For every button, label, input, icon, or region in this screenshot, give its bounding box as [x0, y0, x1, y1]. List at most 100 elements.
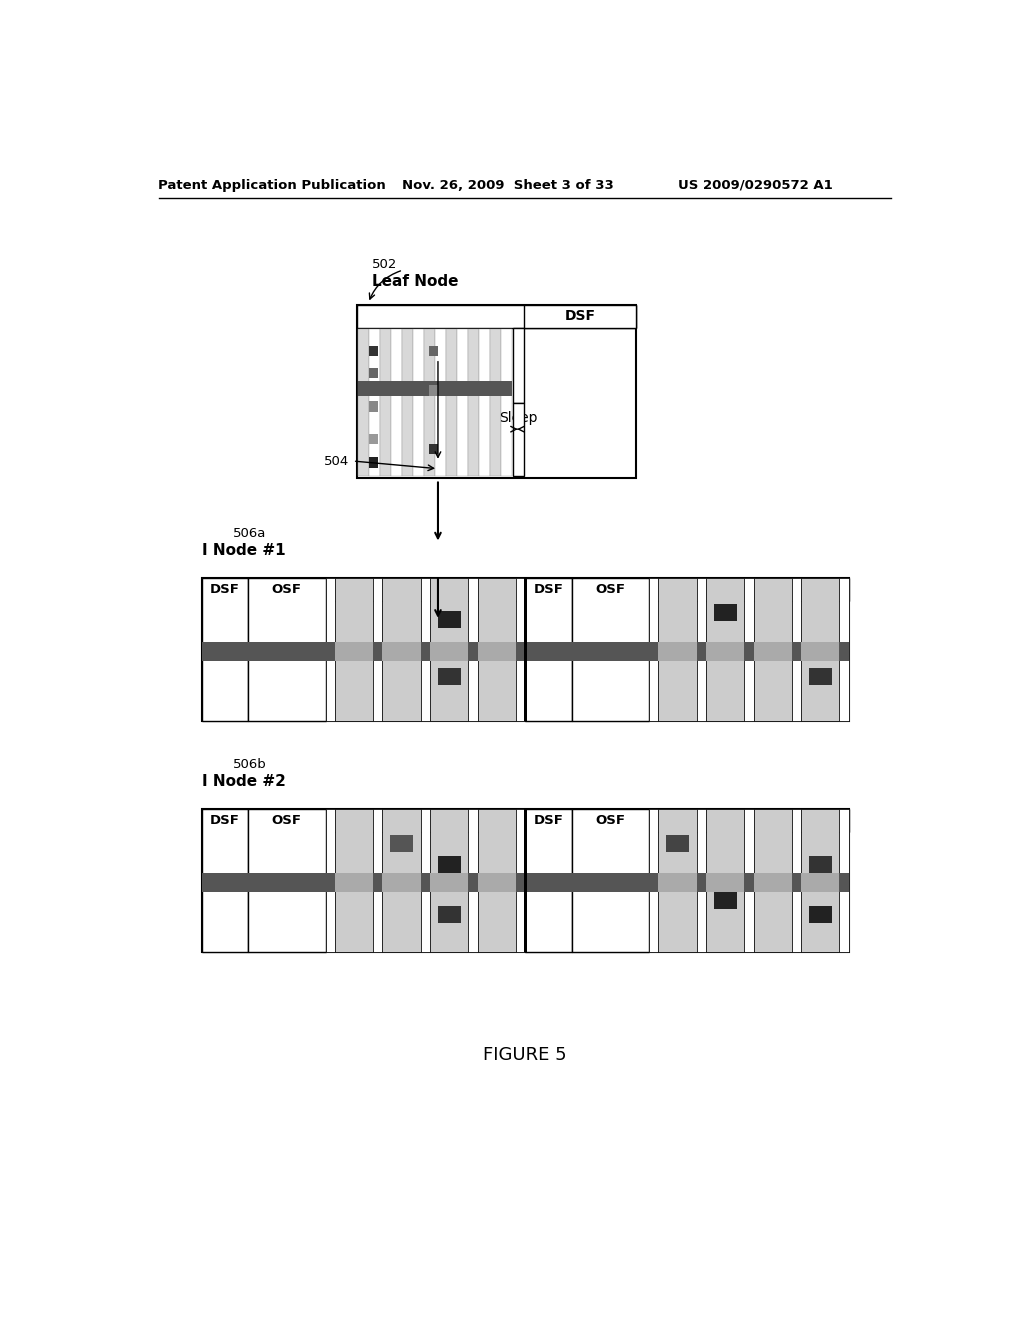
- Text: OSF: OSF: [595, 814, 626, 828]
- Text: 506b: 506b: [232, 758, 266, 771]
- Bar: [667, 834, 689, 851]
- Bar: [335, 578, 373, 721]
- Bar: [809, 668, 831, 685]
- Text: Sleep: Sleep: [500, 412, 538, 425]
- Bar: [358, 380, 512, 396]
- Bar: [435, 330, 445, 477]
- Bar: [477, 642, 516, 661]
- Bar: [437, 611, 461, 628]
- Text: 506a: 506a: [232, 527, 266, 540]
- Bar: [437, 668, 461, 685]
- Bar: [413, 330, 424, 477]
- Text: Leaf Node: Leaf Node: [372, 275, 459, 289]
- Bar: [383, 809, 421, 952]
- Bar: [391, 330, 402, 477]
- Bar: [326, 809, 335, 952]
- Bar: [369, 367, 378, 378]
- Text: DSF: DSF: [534, 583, 563, 597]
- Bar: [202, 642, 849, 661]
- Bar: [809, 906, 831, 923]
- Bar: [754, 642, 792, 661]
- Bar: [202, 578, 849, 721]
- Bar: [571, 578, 649, 721]
- Bar: [707, 642, 744, 661]
- Text: DSF: DSF: [210, 583, 240, 597]
- Bar: [477, 578, 516, 721]
- Bar: [369, 330, 380, 477]
- Bar: [437, 857, 461, 873]
- Bar: [479, 330, 489, 477]
- Bar: [696, 809, 707, 952]
- Bar: [202, 809, 248, 952]
- Bar: [445, 330, 457, 477]
- Bar: [457, 330, 468, 477]
- Bar: [809, 857, 831, 873]
- Bar: [402, 330, 413, 477]
- Text: OSF: OSF: [595, 583, 626, 597]
- Text: US 2009/0290572 A1: US 2009/0290572 A1: [678, 178, 834, 191]
- Bar: [202, 873, 849, 892]
- Bar: [248, 809, 326, 952]
- Bar: [525, 578, 571, 721]
- Bar: [468, 578, 477, 721]
- Text: DSF: DSF: [534, 814, 563, 828]
- Bar: [380, 330, 391, 477]
- Bar: [202, 809, 849, 832]
- Bar: [489, 330, 501, 477]
- Bar: [335, 809, 373, 952]
- Bar: [430, 809, 468, 952]
- Bar: [658, 873, 696, 892]
- Bar: [421, 578, 430, 721]
- Bar: [649, 809, 658, 952]
- Text: Nov. 26, 2009  Sheet 3 of 33: Nov. 26, 2009 Sheet 3 of 33: [401, 178, 613, 191]
- Bar: [358, 330, 369, 477]
- Bar: [335, 642, 373, 661]
- Bar: [525, 809, 571, 952]
- Bar: [202, 809, 849, 952]
- Bar: [430, 642, 468, 661]
- Bar: [202, 578, 849, 601]
- Bar: [792, 578, 801, 721]
- Bar: [248, 578, 326, 721]
- Bar: [356, 305, 636, 478]
- Bar: [714, 892, 736, 908]
- Text: DSF: DSF: [564, 309, 595, 323]
- Bar: [840, 809, 849, 952]
- Bar: [649, 578, 658, 721]
- Bar: [696, 578, 707, 721]
- Bar: [744, 809, 754, 952]
- Bar: [801, 809, 840, 952]
- Bar: [658, 809, 696, 952]
- Bar: [383, 642, 421, 661]
- Text: 504: 504: [324, 454, 349, 467]
- Bar: [468, 330, 479, 477]
- Bar: [356, 305, 636, 327]
- Bar: [714, 603, 736, 620]
- Bar: [373, 809, 383, 952]
- Bar: [754, 809, 792, 952]
- Bar: [383, 578, 421, 721]
- Text: I Node #1: I Node #1: [202, 543, 286, 558]
- Bar: [523, 578, 526, 721]
- Bar: [754, 578, 792, 721]
- Bar: [658, 578, 696, 721]
- Text: OSF: OSF: [272, 814, 302, 828]
- Bar: [801, 578, 840, 721]
- Bar: [430, 578, 468, 721]
- Bar: [477, 873, 516, 892]
- Bar: [373, 578, 383, 721]
- Bar: [326, 578, 335, 721]
- Bar: [707, 809, 744, 952]
- Bar: [468, 809, 477, 952]
- Bar: [501, 330, 512, 477]
- Bar: [430, 873, 468, 892]
- Bar: [840, 578, 849, 721]
- Bar: [335, 873, 373, 892]
- Bar: [754, 873, 792, 892]
- Text: Patent Application Publication: Patent Application Publication: [158, 178, 385, 191]
- Bar: [369, 346, 378, 356]
- Bar: [801, 873, 840, 892]
- Bar: [792, 809, 801, 952]
- Bar: [369, 457, 378, 467]
- Bar: [424, 330, 435, 477]
